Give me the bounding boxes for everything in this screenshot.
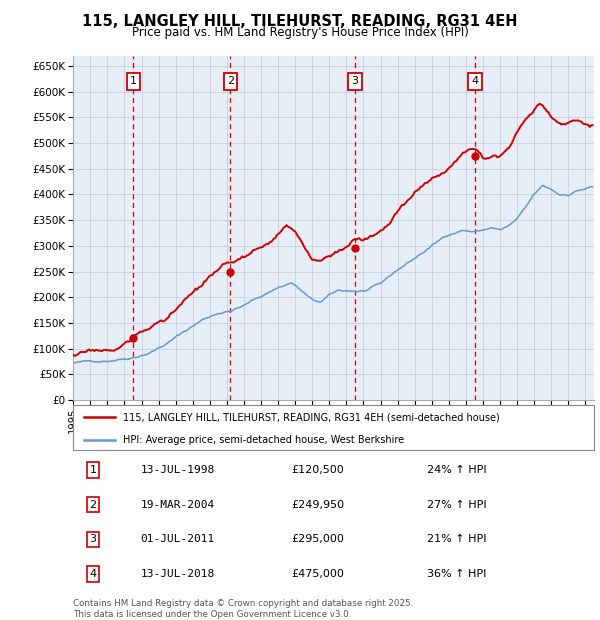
Text: 115, LANGLEY HILL, TILEHURST, READING, RG31 4EH (semi-detached house): 115, LANGLEY HILL, TILEHURST, READING, R… bbox=[122, 412, 499, 422]
Text: HPI: Average price, semi-detached house, West Berkshire: HPI: Average price, semi-detached house,… bbox=[122, 435, 404, 445]
Text: 13-JUL-1998: 13-JUL-1998 bbox=[140, 465, 214, 475]
Text: 1: 1 bbox=[130, 76, 137, 86]
FancyBboxPatch shape bbox=[73, 405, 594, 450]
Text: 3: 3 bbox=[352, 76, 358, 86]
Text: 3: 3 bbox=[89, 534, 97, 544]
Text: 13-JUL-2018: 13-JUL-2018 bbox=[140, 569, 214, 579]
Text: Price paid vs. HM Land Registry's House Price Index (HPI): Price paid vs. HM Land Registry's House … bbox=[131, 26, 469, 39]
Text: 4: 4 bbox=[472, 76, 479, 86]
Text: 2: 2 bbox=[227, 76, 234, 86]
Text: 21% ↑ HPI: 21% ↑ HPI bbox=[427, 534, 487, 544]
Text: 01-JUL-2011: 01-JUL-2011 bbox=[140, 534, 214, 544]
Text: £295,000: £295,000 bbox=[292, 534, 344, 544]
Text: 4: 4 bbox=[89, 569, 97, 579]
Text: £120,500: £120,500 bbox=[292, 465, 344, 475]
Text: £249,950: £249,950 bbox=[292, 500, 344, 510]
Text: 27% ↑ HPI: 27% ↑ HPI bbox=[427, 500, 487, 510]
Text: £475,000: £475,000 bbox=[292, 569, 344, 579]
Text: 2: 2 bbox=[89, 500, 97, 510]
Text: 24% ↑ HPI: 24% ↑ HPI bbox=[427, 465, 487, 475]
Text: 36% ↑ HPI: 36% ↑ HPI bbox=[427, 569, 487, 579]
Text: 1: 1 bbox=[89, 465, 97, 475]
Text: 19-MAR-2004: 19-MAR-2004 bbox=[140, 500, 214, 510]
Text: Contains HM Land Registry data © Crown copyright and database right 2025.
This d: Contains HM Land Registry data © Crown c… bbox=[73, 600, 413, 619]
Text: 115, LANGLEY HILL, TILEHURST, READING, RG31 4EH: 115, LANGLEY HILL, TILEHURST, READING, R… bbox=[82, 14, 518, 29]
